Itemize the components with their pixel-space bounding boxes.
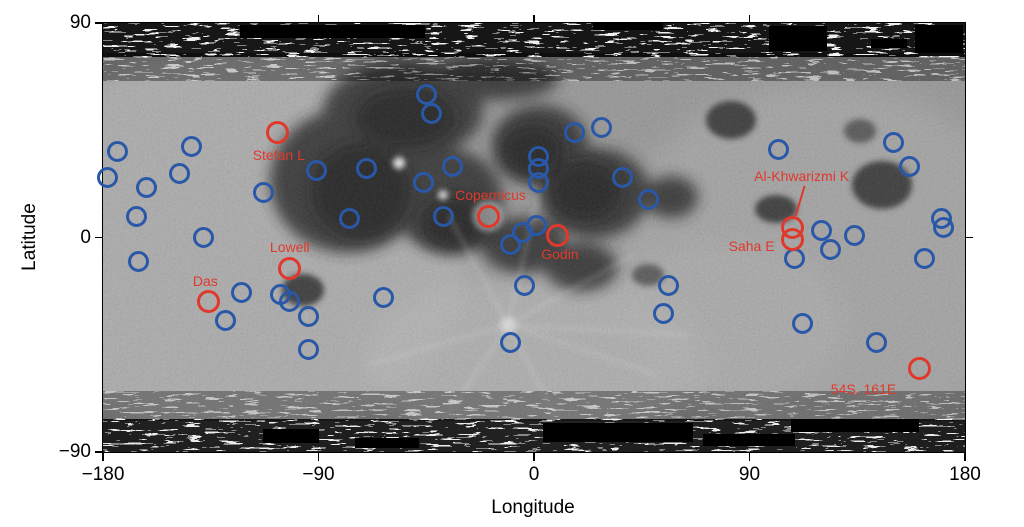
survey-site-marker <box>252 181 274 203</box>
survey-site-marker <box>913 248 935 270</box>
survey-site-marker <box>193 227 215 248</box>
x-axis-tick-label: −90 <box>302 464 335 485</box>
survey-site-marker <box>513 274 535 296</box>
survey-site-marker <box>865 331 887 353</box>
survey-site-marker <box>97 167 119 189</box>
survey-site-marker <box>231 281 253 303</box>
named-crater-marker <box>477 204 500 228</box>
crater-label: Das <box>192 272 218 289</box>
survey-site-marker <box>298 305 320 327</box>
x-axis-tick-label: −180 <box>81 464 125 485</box>
x-axis-tick <box>533 452 535 461</box>
survey-site-marker <box>372 286 394 308</box>
survey-site-marker <box>106 141 128 163</box>
crater-label: Al-Khwarizmi K <box>754 167 850 184</box>
survey-site-marker <box>355 157 377 179</box>
survey-site-marker <box>298 339 320 361</box>
survey-site-marker <box>810 219 832 241</box>
survey-site-marker <box>442 155 464 177</box>
survey-site-marker <box>612 167 634 189</box>
x-axis-tick-label: 180 <box>949 464 981 485</box>
survey-site-marker <box>305 160 327 182</box>
named-crater-marker <box>266 121 290 145</box>
x-axis-tick <box>748 452 751 461</box>
survey-site-marker <box>499 331 521 353</box>
y-axis-tick-label: 0 <box>80 226 91 248</box>
survey-site-marker <box>499 234 521 256</box>
survey-site-marker <box>420 103 442 125</box>
survey-site-marker <box>652 303 674 325</box>
survey-site-marker <box>432 205 454 227</box>
y-axis-right-tick <box>965 236 973 239</box>
survey-site-marker <box>820 238 842 260</box>
y-axis-tick <box>95 451 103 453</box>
survey-site-marker <box>844 224 866 246</box>
named-crater-marker <box>196 290 220 314</box>
survey-site-marker <box>413 172 435 194</box>
lunar-map-plot-area: Stefan L Lowell Das Copernicus Godin Al-Khwar… <box>97 22 966 453</box>
survey-site-marker <box>564 122 586 144</box>
x-axis-top-tick <box>533 15 535 23</box>
x-axis-top-tick <box>317 15 320 23</box>
crater-label: Lowell <box>269 239 310 256</box>
x-axis-tick-label: 90 <box>738 464 761 485</box>
survey-site-marker <box>214 310 236 332</box>
x-axis-title: Longitude <box>491 497 575 518</box>
survey-site-marker <box>590 117 612 139</box>
crater-label: Stefan L <box>252 146 305 163</box>
crater-label: Godin <box>541 246 579 263</box>
survey-site-marker <box>791 312 813 334</box>
y-axis-title: Latitude <box>19 203 40 271</box>
survey-site-marker <box>181 136 203 158</box>
x-axis-tick <box>102 452 104 461</box>
crater-label: 54S, 161E <box>830 380 897 397</box>
crater-label: Saha E <box>728 237 775 254</box>
named-crater-marker <box>546 223 570 247</box>
y-axis-tick <box>95 236 103 239</box>
survey-site-marker <box>415 84 437 105</box>
survey-site-marker <box>126 205 148 227</box>
survey-site-marker <box>638 188 660 210</box>
survey-site-marker <box>899 155 921 177</box>
survey-site-marker <box>339 207 361 229</box>
survey-site-marker <box>169 162 191 184</box>
survey-site-marker <box>932 217 954 239</box>
survey-site-marker <box>128 250 150 272</box>
survey-site-marker <box>657 274 679 296</box>
crater-label: Copernicus <box>455 187 526 204</box>
survey-site-marker <box>767 138 789 160</box>
x-axis-tick <box>317 452 320 461</box>
x-axis-tick <box>964 452 966 461</box>
y-axis-tick-label: −90 <box>58 441 91 462</box>
x-axis-top-tick <box>748 15 751 23</box>
survey-site-marker <box>279 291 301 313</box>
survey-site-marker <box>511 222 533 244</box>
survey-site-marker <box>528 145 550 167</box>
survey-site-marker <box>135 176 157 198</box>
y-axis-tick-label: 90 <box>69 12 91 33</box>
named-crater-marker <box>908 357 931 381</box>
survey-site-marker <box>882 131 904 153</box>
x-axis-tick-label: 0 <box>528 464 540 485</box>
named-crater-marker <box>781 228 805 252</box>
named-crater-marker <box>278 256 302 280</box>
y-axis-tick <box>95 22 103 24</box>
